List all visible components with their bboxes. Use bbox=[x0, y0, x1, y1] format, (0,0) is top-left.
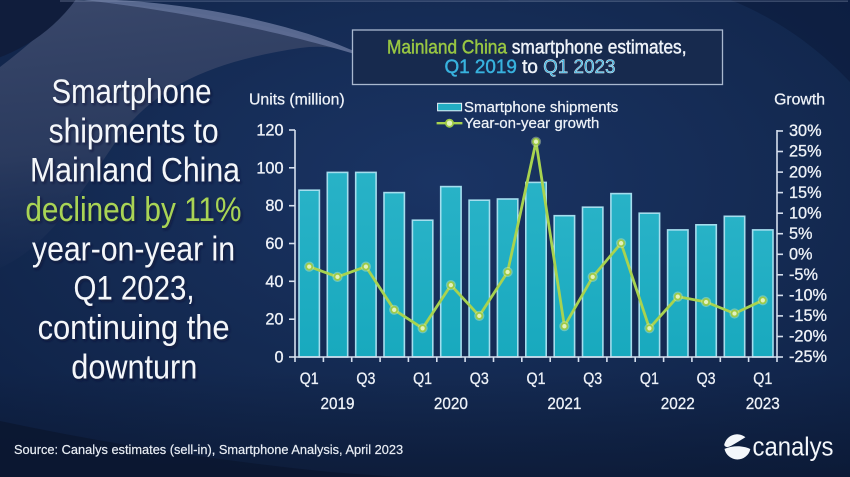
svg-text:2019: 2019 bbox=[321, 395, 355, 413]
svg-text:Mainland China smartphone esti: Mainland China smartphone estimates, bbox=[387, 37, 687, 58]
svg-text:120: 120 bbox=[256, 122, 283, 140]
svg-text:Smartphone shipments: Smartphone shipments bbox=[464, 99, 618, 116]
svg-text:Q1: Q1 bbox=[753, 370, 772, 388]
svg-text:Year-on-year growth: Year-on-year growth bbox=[464, 115, 599, 132]
svg-text:-25%: -25% bbox=[789, 348, 827, 366]
svg-text:30%: 30% bbox=[789, 122, 822, 140]
svg-text:Growth: Growth bbox=[774, 92, 825, 109]
svg-text:40: 40 bbox=[265, 273, 283, 291]
svg-text:2020: 2020 bbox=[434, 395, 468, 413]
svg-text:0: 0 bbox=[274, 349, 283, 367]
svg-text:80: 80 bbox=[265, 197, 283, 215]
svg-text:Q1: Q1 bbox=[640, 370, 659, 388]
svg-text:canalys: canalys bbox=[753, 434, 834, 462]
svg-text:Q1 2023,: Q1 2023, bbox=[74, 270, 195, 308]
svg-text:Q1: Q1 bbox=[413, 370, 432, 388]
svg-text:10%: 10% bbox=[789, 204, 822, 222]
svg-text:5%: 5% bbox=[789, 225, 813, 243]
svg-text:continuing the: continuing the bbox=[38, 309, 230, 347]
svg-text:20: 20 bbox=[265, 311, 283, 329]
svg-text:Source: Canalys estimates (sel: Source: Canalys estimates (sell-in), Sma… bbox=[14, 442, 403, 457]
svg-text:Mainland China: Mainland China bbox=[30, 152, 240, 190]
svg-text:Smartphone: Smartphone bbox=[52, 73, 212, 111]
svg-text:Units (million): Units (million) bbox=[249, 92, 345, 109]
svg-text:60: 60 bbox=[265, 235, 283, 253]
svg-text:-20%: -20% bbox=[789, 328, 827, 346]
svg-text:Q1 2019 to Q1 2023: Q1 2019 to Q1 2023 bbox=[445, 57, 616, 78]
svg-text:Q1: Q1 bbox=[527, 370, 546, 388]
svg-text:25%: 25% bbox=[789, 143, 822, 161]
svg-text:Q1: Q1 bbox=[300, 370, 319, 388]
svg-text:year-on-year in: year-on-year in bbox=[32, 230, 235, 268]
svg-text:2022: 2022 bbox=[661, 395, 695, 413]
svg-text:15%: 15% bbox=[789, 184, 822, 202]
svg-text:Q3: Q3 bbox=[583, 370, 602, 388]
svg-text:-5%: -5% bbox=[789, 266, 818, 284]
svg-text:Q3: Q3 bbox=[697, 370, 716, 388]
svg-text:shipments to: shipments to bbox=[49, 112, 219, 150]
svg-text:-15%: -15% bbox=[789, 307, 827, 325]
svg-text:100: 100 bbox=[256, 159, 283, 177]
svg-text:Q3: Q3 bbox=[470, 370, 489, 388]
svg-text:20%: 20% bbox=[789, 163, 822, 181]
svg-text:0%: 0% bbox=[789, 246, 813, 264]
svg-text:-10%: -10% bbox=[789, 287, 827, 305]
svg-text:2021: 2021 bbox=[547, 395, 581, 413]
svg-text:2023: 2023 bbox=[746, 395, 780, 413]
svg-text:Q3: Q3 bbox=[356, 370, 375, 388]
svg-text:declined by 11%: declined by 11% bbox=[25, 191, 241, 229]
svg-text:downturn: downturn bbox=[71, 348, 197, 386]
